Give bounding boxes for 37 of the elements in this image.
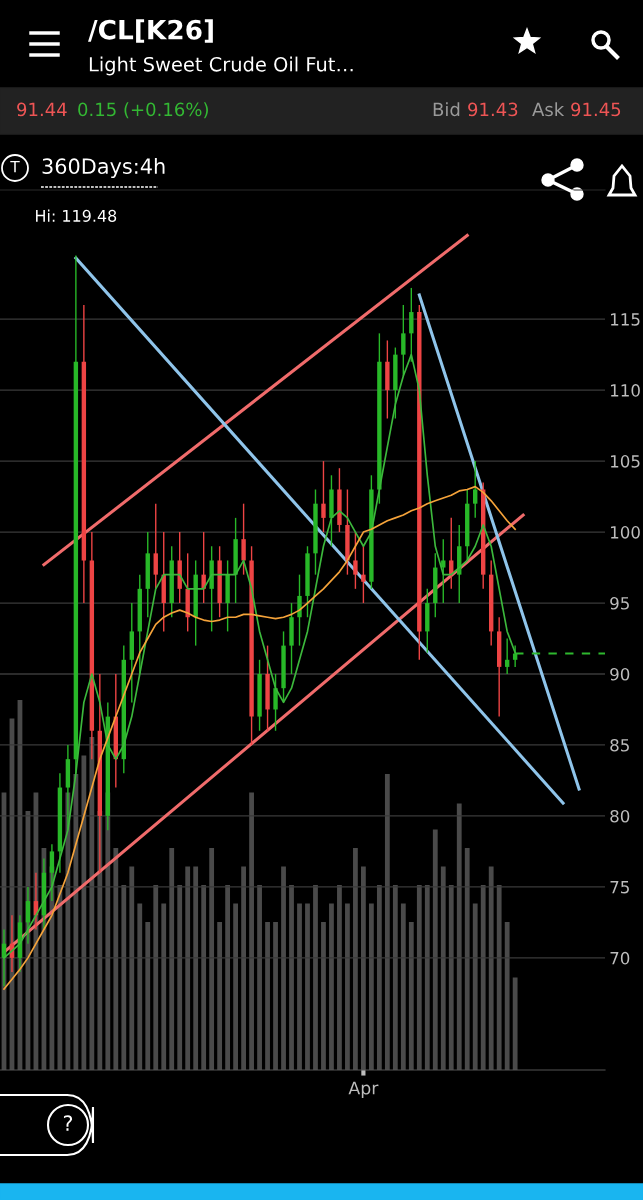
y-tick-label: 75	[610, 881, 629, 894]
text: T	[10, 161, 20, 173]
annotation: Hi: 119.48	[36, 209, 117, 222]
candlestick	[473, 460, 478, 519]
text: Bid	[433, 102, 460, 117]
y-tick-label: 105	[611, 455, 640, 468]
candlestick	[241, 502, 246, 576]
y-tick-label: 70	[610, 951, 630, 965]
candlestick	[321, 460, 326, 533]
y-tick-label: 80	[610, 809, 630, 823]
candlestick	[201, 531, 206, 604]
chart-title: /CL[K26]	[88, 19, 213, 43]
text: 360Days:4h	[42, 157, 165, 179]
candlestick	[273, 673, 278, 732]
candlestick	[504, 637, 510, 675]
candlestick	[353, 531, 358, 590]
y-tick-label: 115	[611, 313, 640, 326]
line-series	[3, 353, 516, 959]
y-tick-label: 110	[611, 384, 640, 397]
candlestick	[409, 287, 414, 363]
candlestick	[153, 502, 158, 590]
candlestick	[49, 843, 55, 902]
text: 91.45	[571, 102, 621, 117]
text: 91.44	[17, 102, 67, 117]
text: 91.43	[468, 102, 518, 117]
text: Ask	[532, 102, 565, 117]
y-tick-label: 95	[610, 596, 629, 610]
y-tick-label: 100	[611, 526, 640, 539]
candlestick	[361, 545, 366, 604]
text: 0.15 (+0.16%)	[78, 102, 208, 119]
candlestick	[297, 573, 302, 647]
y-tick-label: 90	[610, 667, 630, 681]
text: ?	[63, 1115, 73, 1131]
chart-subtitle: Light Sweet Crude Oil Fut…	[89, 56, 353, 76]
candlestick	[441, 538, 446, 604]
x-tick-label: Apr	[348, 1081, 379, 1098]
y-tick-label: 85	[610, 738, 629, 752]
